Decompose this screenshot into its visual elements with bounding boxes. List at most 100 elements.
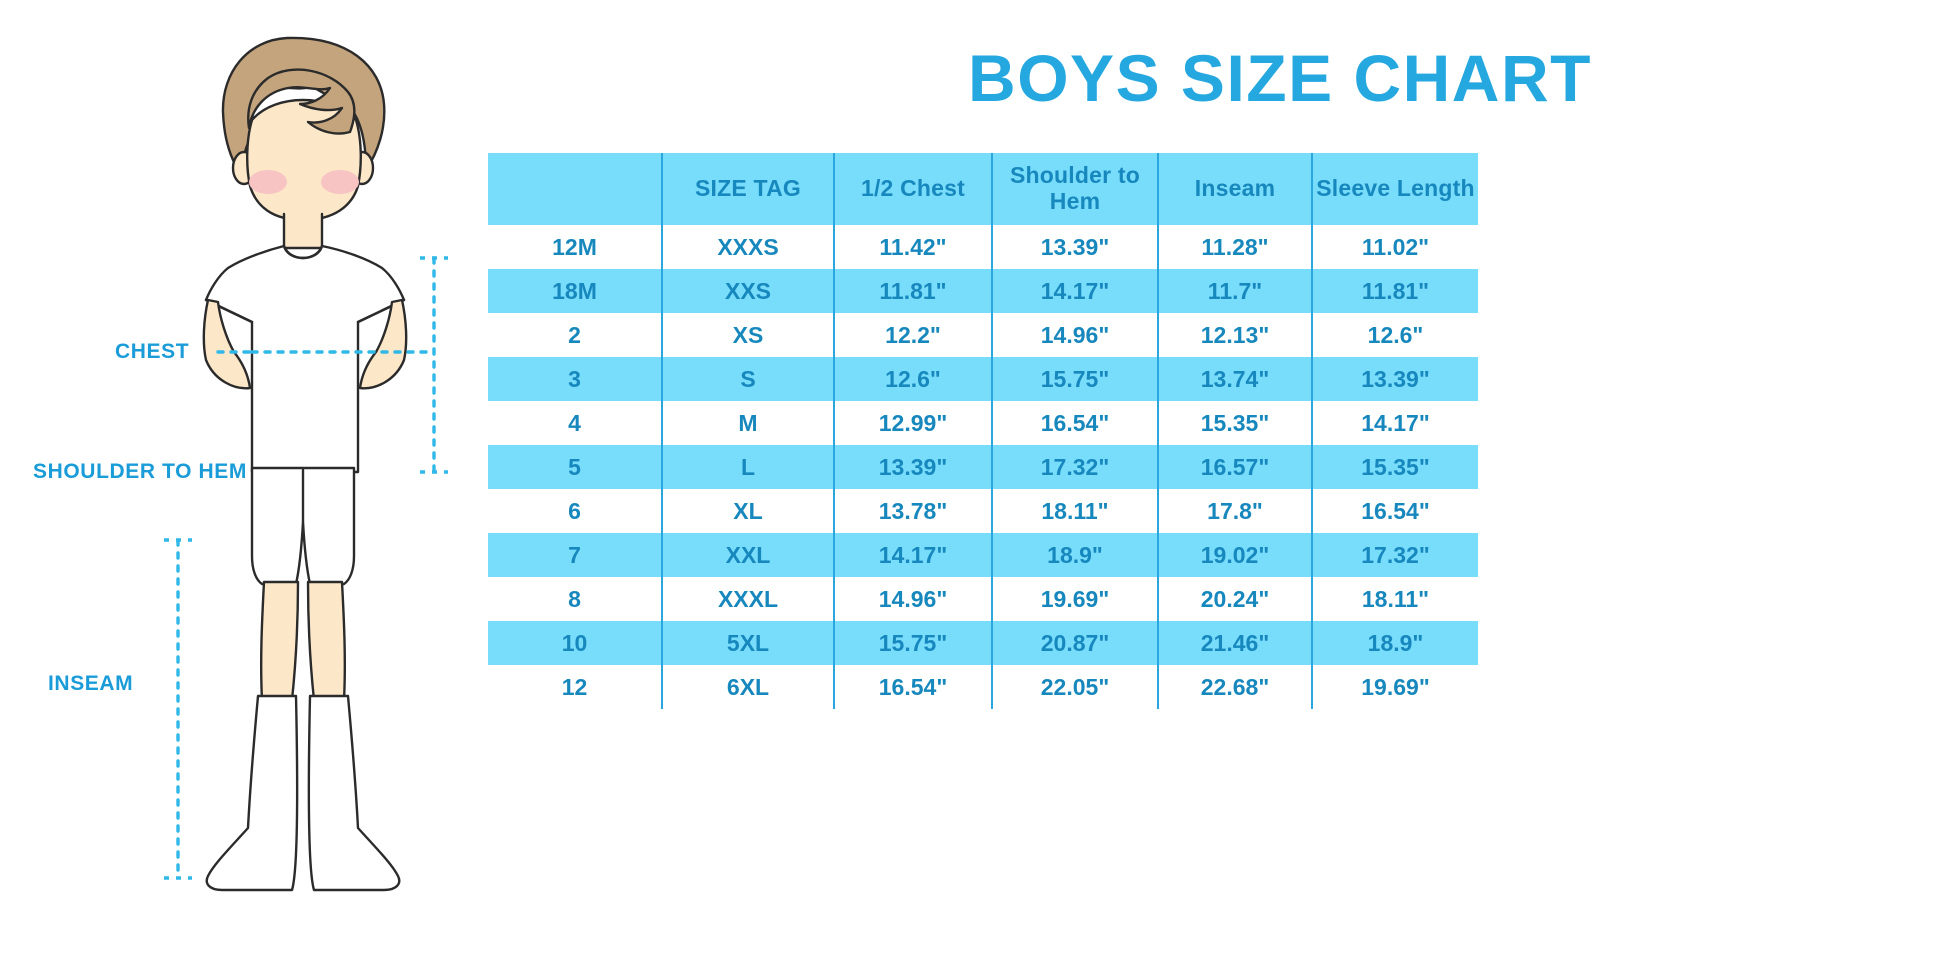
cell-value: XXXS (661, 225, 834, 269)
table-row: 5 L 13.39" 17.32" 16.57" 15.35" (488, 445, 1478, 489)
label-inseam: INSEAM (48, 672, 134, 695)
col-header-shoulder-to-hem: Shoulder to Hem (991, 153, 1158, 225)
cell-value: 22.05" (991, 665, 1158, 709)
hair-fringe-icon (247, 68, 356, 135)
cell-value: 5XL (661, 621, 834, 665)
cell-value: 22.68" (1157, 665, 1312, 709)
cell-size: 8 (568, 585, 581, 612)
leg-right-icon (306, 580, 347, 702)
table-row: 7 XXL 14.17" 18.9" 19.02" 17.32" (488, 533, 1478, 577)
cell-value: 13.78" (833, 489, 992, 533)
cell-value: 11.81" (1311, 269, 1478, 313)
table-body: 12M XXXS 11.42" 13.39" 11.28" 11.02" 18M XXS 11.… (488, 225, 1478, 709)
cell-value: 14.96" (833, 577, 992, 621)
cell-value: 19.69" (991, 577, 1158, 621)
cell-size: 7 (568, 541, 581, 568)
cell-size: 3 (568, 365, 581, 392)
table-row: 10 5XL 15.75" 20.87" 21.46" 18.9" (488, 621, 1478, 665)
cell-value: 18.9" (991, 533, 1158, 577)
cell-value: 17.32" (1311, 533, 1478, 577)
col-header-1-2-chest: 1/2 Chest (833, 153, 992, 225)
boot-right-icon (307, 694, 401, 892)
cell-value: 14.17" (833, 533, 992, 577)
cell-value: XL (661, 489, 834, 533)
cell-size: 2 (568, 321, 581, 348)
cell-value: XS (661, 313, 834, 357)
cell-value: 13.39" (833, 445, 992, 489)
size-chart-table-wrap: SIZE TAG 1/2 Chest Shoulder to Hem Inseam Sl… (488, 153, 1488, 709)
cell-value: 18.11" (991, 489, 1158, 533)
cell-value: 16.57" (1157, 445, 1312, 489)
cell-value: 14.17" (1311, 401, 1478, 445)
cell-size: 12M (552, 233, 597, 260)
col-header-sleeve-length: Sleeve Length (1311, 153, 1478, 225)
cell-size: 18M (552, 277, 597, 304)
cell-value: 19.69" (1311, 665, 1478, 709)
table-header-row: SIZE TAG 1/2 Chest Shoulder to Hem Inseam Sl… (488, 153, 1478, 225)
cell-size: 10 (561, 629, 588, 656)
col-header-inseam: Inseam (1157, 153, 1312, 225)
cell-value: 11.81" (833, 269, 992, 313)
collar-icon (282, 244, 324, 260)
cheek-left-icon (249, 170, 287, 194)
cell-value: 16.54" (833, 665, 992, 709)
cell-value: 20.87" (991, 621, 1158, 665)
cell-value: 19.02" (1157, 533, 1312, 577)
cell-value: 13.74" (1157, 357, 1312, 401)
arm-right-icon (358, 298, 408, 390)
cell-size: 4 (568, 409, 581, 436)
cell-value: XXXL (661, 577, 834, 621)
cell-value: 13.39" (991, 225, 1158, 269)
boot-left-icon (205, 694, 299, 892)
cell-value: 12.2" (833, 313, 992, 357)
cell-value: 11.42" (833, 225, 992, 269)
cell-value: 11.28" (1157, 225, 1312, 269)
cell-value: 17.8" (1157, 489, 1312, 533)
table-row: 8 XXXL 14.96" 19.69" 20.24" 18.11" (488, 577, 1478, 621)
cell-value: S (661, 357, 834, 401)
cell-value: M (661, 401, 834, 445)
page-title: BOYS SIZE CHART (968, 41, 1592, 115)
cell-value: 20.24" (1157, 577, 1312, 621)
table-row: 12M XXXS 11.42" 13.39" 11.28" 11.02" (488, 225, 1478, 269)
cell-value: 12.6" (833, 357, 992, 401)
cell-value: 14.17" (991, 269, 1158, 313)
cell-value: 16.54" (1311, 489, 1478, 533)
cell-size: 6 (568, 497, 581, 524)
cell-value: 15.75" (991, 357, 1158, 401)
cell-value: 13.39" (1311, 357, 1478, 401)
cell-value: 12.13" (1157, 313, 1312, 357)
cell-value: 15.35" (1311, 445, 1478, 489)
col-header-size (488, 153, 662, 225)
cell-value: L (661, 445, 834, 489)
table-row: 6 XL 13.78" 18.11" 17.8" 16.54" (488, 489, 1478, 533)
cell-value: 11.7" (1157, 269, 1312, 313)
label-chest: CHEST (115, 340, 190, 363)
arm-left-icon (202, 298, 252, 390)
leg-left-icon (259, 580, 300, 702)
cell-value: 21.46" (1157, 621, 1312, 665)
table-header: SIZE TAG 1/2 Chest Shoulder to Hem Inseam Sl… (488, 153, 1478, 225)
cell-value: 16.54" (991, 401, 1158, 445)
cell-value: 12.99" (833, 401, 992, 445)
cell-value: 14.96" (991, 313, 1158, 357)
cell-size: 12 (561, 673, 588, 700)
cell-value: XXL (661, 533, 834, 577)
neck-icon (282, 212, 324, 250)
boy-figure-svg (164, 36, 448, 892)
size-chart-table: SIZE TAG 1/2 Chest Shoulder to Hem Inseam Sl… (488, 153, 1478, 709)
cell-value: 18.11" (1311, 577, 1478, 621)
col-header-size-tag: SIZE TAG (661, 153, 834, 225)
cell-value: 18.9" (1311, 621, 1478, 665)
cell-value: 11.02" (1311, 225, 1478, 269)
table-row: 18M XXS 11.81" 14.17" 11.7" 11.81" (488, 269, 1478, 313)
label-shoulder-to-hem: SHOULDER TO HEM (33, 460, 247, 483)
table-row: 12 6XL 16.54" 22.05" 22.68" 19.69" (488, 665, 1478, 709)
cell-value: 17.32" (991, 445, 1158, 489)
table-row: 4 M 12.99" 16.54" 15.35" 14.17" (488, 401, 1478, 445)
table-row: 2 XS 12.2" 14.96" 12.13" 12.6" (488, 313, 1478, 357)
cell-size: 5 (568, 453, 581, 480)
cell-value: 15.75" (833, 621, 992, 665)
cell-value: 12.6" (1311, 313, 1478, 357)
